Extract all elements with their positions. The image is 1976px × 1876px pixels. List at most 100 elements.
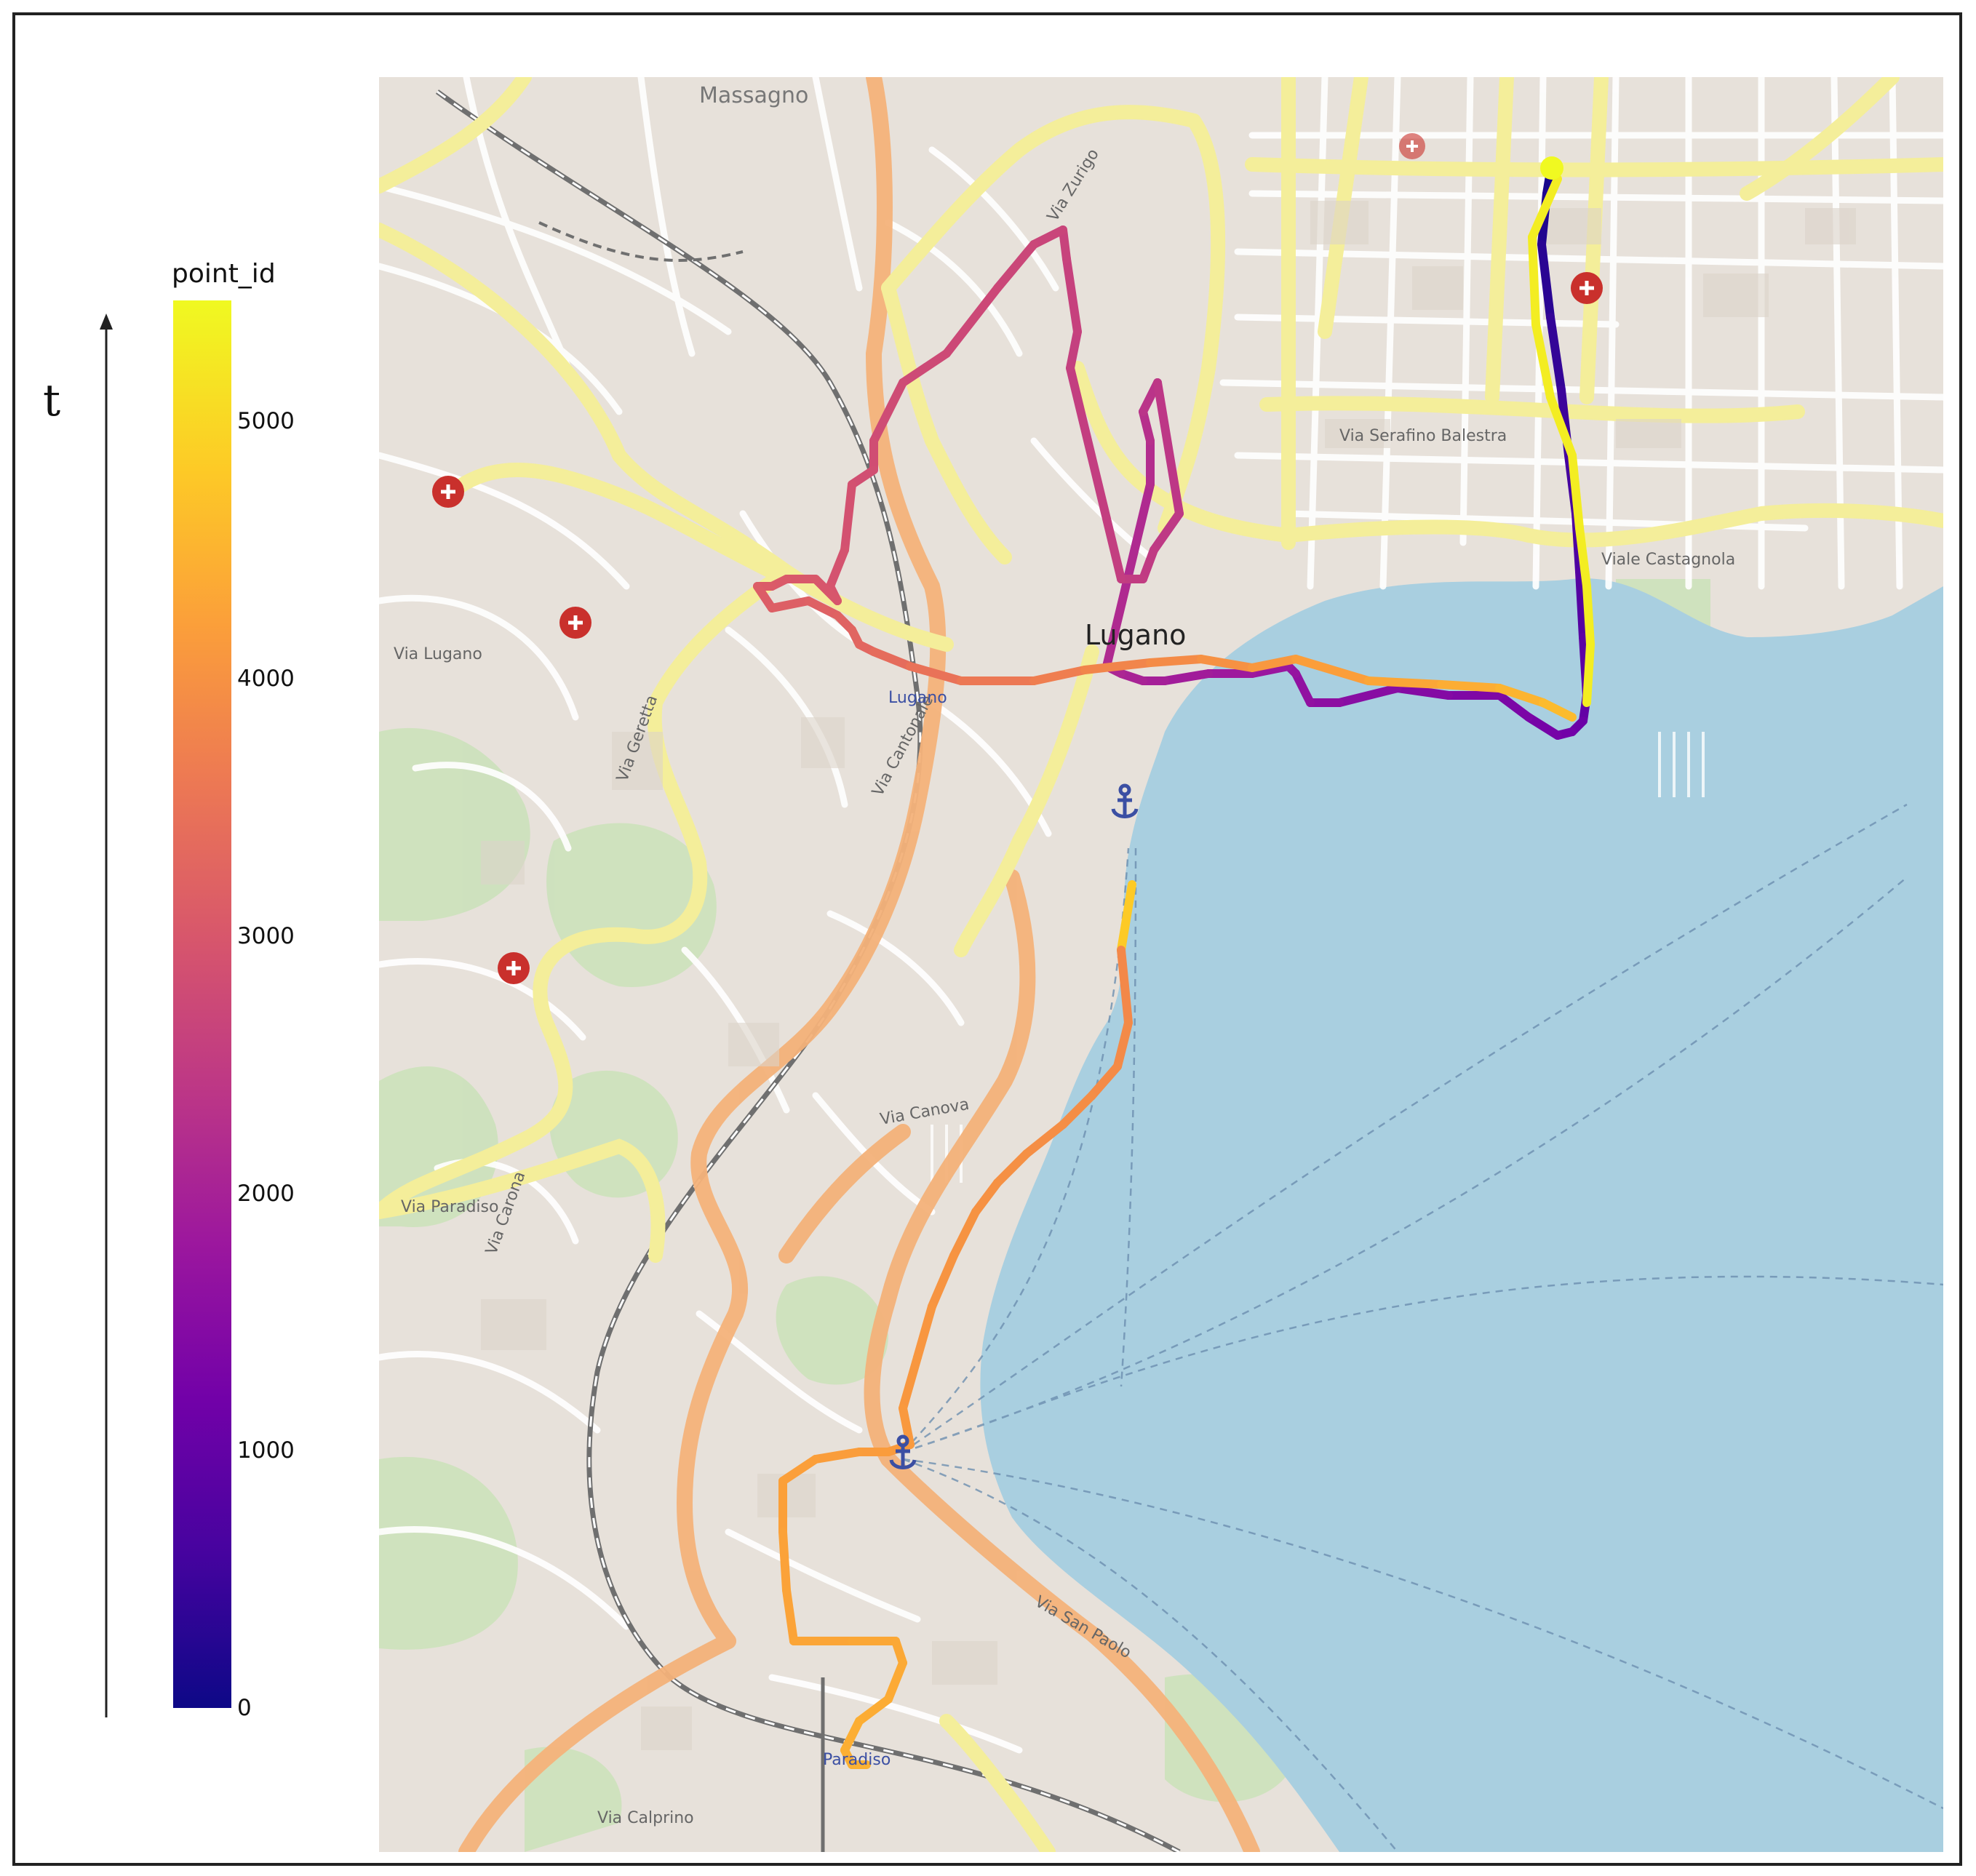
track-segment [753, 582, 776, 612]
track-segment [1546, 313, 1566, 394]
street-label: Via Calprino [597, 1809, 694, 1827]
track-segment [1495, 684, 1547, 707]
track-segment [1524, 713, 1562, 740]
track-segment [855, 1695, 893, 1725]
track-segment [1117, 880, 1136, 954]
track-segment [1059, 1091, 1096, 1129]
track-segment [1113, 1018, 1133, 1071]
orange-roads [458, 77, 1260, 1852]
track-segment [942, 284, 1002, 358]
city-label: Lugano [1085, 619, 1186, 651]
track-segment [1029, 225, 1067, 249]
hospital-icons [432, 133, 1603, 984]
track-segment [1539, 698, 1577, 722]
track-segment [1575, 567, 1587, 642]
track-segment [840, 1717, 864, 1755]
track-segment [1062, 255, 1082, 336]
track-segment [1146, 655, 1206, 667]
track-segment [848, 466, 878, 489]
track-segment [1335, 684, 1402, 707]
colorbar-title: point_id [172, 259, 276, 289]
track-segment [899, 349, 951, 387]
track-segment [1059, 225, 1071, 263]
track-segment [826, 546, 849, 591]
colorbar-tick-label: 4000 [237, 666, 295, 692]
street-label: Via Serafino Balestra [1339, 427, 1507, 445]
track-segment [804, 596, 842, 620]
track-segment [1528, 233, 1540, 329]
hospital-icon [498, 952, 530, 984]
track-segment [811, 575, 842, 605]
district-label-massagno: Massagno [699, 83, 808, 108]
track-segment [869, 378, 907, 445]
yellow-roads [379, 77, 1943, 1852]
track-segment [1582, 582, 1595, 649]
track-segment [1160, 669, 1213, 685]
street-label: Via Lugano [394, 645, 482, 663]
colorbar-tick-label: 2000 [237, 1180, 295, 1207]
track-segment [899, 1404, 915, 1449]
time-axis-arrow [100, 314, 113, 1717]
track-segment [1139, 546, 1158, 583]
track-segment [778, 1455, 820, 1485]
track-segment [840, 480, 856, 554]
track-segment [1153, 378, 1184, 518]
track-segment [1364, 676, 1446, 689]
track-segment [1022, 1120, 1067, 1158]
track-segment [1437, 680, 1504, 692]
track-segment [1291, 669, 1315, 707]
track-segment [768, 596, 813, 612]
track-segment [906, 662, 965, 685]
track-endpoint [1540, 156, 1563, 180]
map-canvas[interactable]: Lugano Massagno Via Cantonale Via Zurigo… [379, 77, 1943, 1852]
track-segment [811, 1448, 864, 1464]
station-label: Paradiso [823, 1751, 891, 1769]
track-segment [884, 1659, 907, 1704]
track-segment [1066, 364, 1126, 583]
track-segment [928, 1251, 958, 1311]
track-segment [1150, 509, 1184, 554]
lake-lugano [980, 578, 1943, 1852]
hospital-icon [559, 607, 591, 639]
track-segment [993, 1149, 1031, 1187]
track-segment [1066, 327, 1082, 372]
building-texture [481, 201, 1856, 1750]
anchor-icon [889, 1434, 917, 1469]
street-label: Via Paradiso [401, 1198, 498, 1216]
ferry-routes [902, 803, 1943, 1852]
track-segment [971, 1178, 1002, 1216]
station-label: Lugano [888, 689, 947, 707]
colorbar [173, 300, 231, 1708]
track-segment [993, 240, 1038, 292]
track-segment [1537, 240, 1555, 322]
track-segment [782, 1586, 798, 1645]
track-segment [1248, 662, 1293, 678]
street-label: Viale Castagnola [1601, 551, 1735, 569]
track-segment [1248, 655, 1300, 672]
track-segment [869, 647, 915, 671]
colorbar-tick-label: 3000 [237, 922, 295, 949]
hospital-icon [432, 476, 464, 508]
park-areas [379, 579, 1710, 1852]
anchor-icon [1111, 783, 1139, 818]
track-segment [1568, 451, 1584, 532]
track-segment [1117, 946, 1133, 1027]
track-segment [1088, 1062, 1122, 1100]
colorbar-tick-label: 0 [237, 1695, 252, 1721]
track-segment [1575, 524, 1591, 591]
track-segment [913, 1302, 936, 1362]
figure-frame: t point_id 0 1000 2000 3000 4000 5000 [12, 12, 1962, 1866]
track-segment [1197, 655, 1256, 672]
track-segment [1531, 320, 1555, 402]
track-segment [899, 1353, 922, 1413]
track-segment [949, 1208, 980, 1260]
gps-track [753, 156, 1595, 1769]
colorbar-tick-label: 5000 [237, 408, 295, 435]
track-segment [1495, 691, 1533, 722]
time-axis-label: t [43, 375, 61, 426]
track-segment [1393, 684, 1453, 700]
track-segment [1291, 655, 1373, 685]
colorbar-tick-label: 1000 [237, 1437, 295, 1464]
hospital-icon [1571, 272, 1603, 304]
track-segment [1139, 407, 1155, 445]
